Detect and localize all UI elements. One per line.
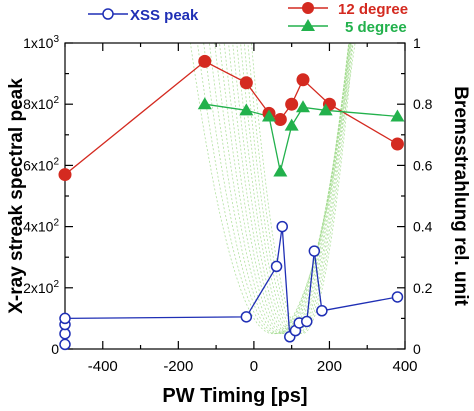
legend-label-12-degree: 12 degree — [338, 1, 408, 18]
data-point — [240, 311, 253, 323]
x-tick-labels: -400 -200 0 200 400 — [88, 358, 418, 375]
data-point — [285, 97, 299, 111]
x-axis-label: PW Timing [ps] — [162, 385, 307, 407]
data-point — [270, 260, 283, 273]
data-point — [239, 76, 253, 90]
fit-curve — [219, 43, 350, 335]
y-right-tick-label: 0.2 — [413, 280, 433, 296]
legend: XSS peak 12 degree 5 degree — [88, 1, 408, 36]
data-point — [318, 103, 333, 116]
series-markers — [58, 54, 405, 351]
data-point — [197, 97, 212, 110]
data-point — [390, 109, 405, 122]
data-point — [390, 137, 404, 151]
data-point — [284, 118, 299, 131]
legend-item-xss-peak: XSS peak — [88, 7, 199, 24]
data-point — [262, 109, 276, 122]
y-left-tick-label: 6x102 — [23, 156, 59, 173]
fit-curve — [197, 43, 354, 335]
data-point — [276, 220, 288, 233]
fit-curve — [232, 43, 350, 335]
data-point — [316, 305, 328, 317]
fit-curve — [243, 43, 352, 334]
legend-item-5-degree: 5 degree — [288, 19, 407, 36]
data-point — [391, 291, 404, 303]
y-right-tick-label: 0.6 — [413, 157, 433, 173]
data-point — [273, 113, 287, 126]
fit-curve — [214, 43, 350, 335]
data-point — [59, 312, 71, 325]
data-point — [308, 245, 321, 257]
fit-curve — [251, 43, 354, 335]
fit-curve — [203, 43, 352, 335]
axis-ticks — [64, 42, 406, 350]
data-point — [296, 100, 310, 113]
y-left-tick-label: 1x103 — [23, 34, 59, 51]
y-right-tick-labels: 0 0.2 0.4 0.6 0.8 1 — [413, 35, 433, 357]
legend-label-xss-peak: XSS peak — [130, 7, 199, 24]
background-fit-curves — [190, 43, 356, 335]
legend-item-12-degree: 12 degree — [288, 1, 408, 18]
y-right-tick-label: 0.8 — [413, 96, 433, 112]
data-point — [58, 168, 72, 182]
y-left-tick-labels: 0 2x102 4x102 6x102 8x102 1x103 — [23, 34, 59, 357]
fit-curve — [223, 43, 350, 335]
y-right-tick-label: 0.4 — [413, 219, 433, 235]
series-line-0 — [65, 226, 398, 345]
data-point — [301, 315, 313, 328]
fit-curve — [236, 43, 351, 335]
y-axis-right-label: Bremsstrahlung rel. unit — [450, 86, 471, 306]
x-tick-label: 400 — [392, 358, 417, 375]
plot-frame — [64, 42, 406, 350]
data-point — [273, 164, 288, 177]
y-left-tick-label: 2x102 — [23, 279, 59, 296]
y-left-tick-label: 4x102 — [23, 218, 59, 235]
y-right-tick-label: 1 — [413, 35, 421, 51]
y-right-tick-label: 0 — [413, 341, 421, 357]
x-tick-label: -400 — [88, 358, 118, 375]
data-point — [198, 54, 212, 68]
fit-curve — [190, 43, 356, 335]
fit-curve — [209, 43, 351, 334]
y-left-tick-label: 0 — [51, 341, 59, 357]
fit-curve — [247, 43, 353, 335]
x-tick-label: 0 — [250, 358, 258, 375]
fit-curve — [240, 43, 351, 335]
legend-label-5-degree: 5 degree — [345, 19, 407, 36]
data-point — [59, 338, 71, 351]
y-axis-left-label: X-ray streak spectral peak — [6, 78, 27, 314]
fit-curve — [228, 43, 350, 334]
x-tick-label: 200 — [317, 358, 342, 375]
data-point — [296, 73, 310, 87]
y-left-tick-label: 8x102 — [23, 95, 59, 112]
x-tick-label: -200 — [163, 358, 193, 375]
series-line-2 — [204, 103, 398, 172]
data-point — [239, 103, 254, 116]
